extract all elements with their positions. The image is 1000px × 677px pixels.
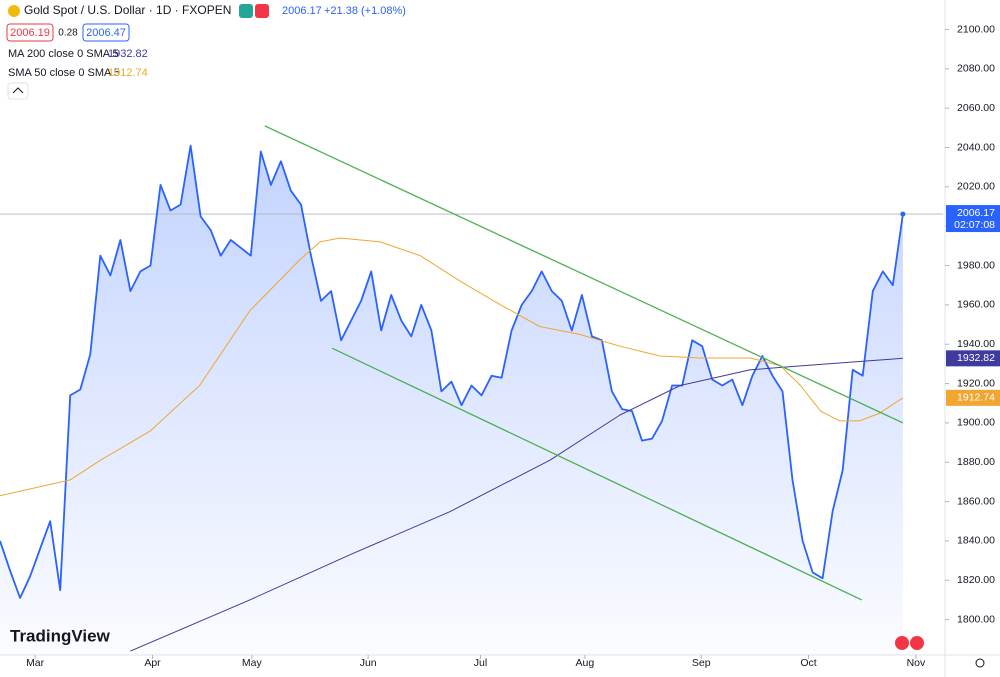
x-tick-label: May — [242, 657, 263, 669]
spread: 0.28 — [58, 28, 78, 39]
price-tag — [946, 205, 1000, 233]
last-price: 2006.17 — [282, 5, 322, 17]
symbol-icon — [8, 5, 20, 17]
y-tick-label: 1900.00 — [957, 417, 995, 429]
legend-entry: SMA 50 close 0 SMA 5 — [8, 67, 120, 79]
bid[interactable]: 2006.19 — [10, 27, 50, 39]
price-tag — [946, 389, 1000, 406]
legend-value: 1932.82 — [108, 48, 148, 60]
price-tag-label: 1912.74 — [957, 392, 995, 404]
price-tag-label: 1932.82 — [957, 352, 995, 364]
event-icon[interactable] — [895, 636, 909, 650]
series-line — [0, 237, 904, 497]
y-tick-label: 1960.00 — [957, 299, 995, 311]
y-tick-label: 1940.00 — [957, 338, 995, 350]
y-tick-label: 1840.00 — [957, 535, 995, 547]
y-tick-label: 1860.00 — [957, 495, 995, 507]
y-tick-label: 2080.00 — [957, 63, 995, 75]
y-tick-label: 1820.00 — [957, 574, 995, 586]
y-tick-label: 1880.00 — [957, 456, 995, 468]
status-icon — [239, 4, 253, 18]
ask[interactable]: 2006.47 — [86, 27, 126, 39]
x-tick-label: Mar — [26, 657, 45, 669]
y-tick-label: 2060.00 — [957, 102, 995, 114]
bid-box[interactable] — [6, 23, 54, 42]
y-tick-label: 1980.00 — [957, 259, 995, 271]
x-tick-label: Jul — [474, 657, 487, 669]
settings-icon[interactable] — [975, 658, 985, 668]
trend-line — [331, 347, 862, 601]
legend-entry: MA 200 close 0 SMA 5 — [8, 48, 119, 60]
event-icon[interactable] — [910, 636, 924, 650]
price-change: +21.38 (+1.08%) — [324, 5, 406, 17]
x-tick-label: Jun — [360, 657, 377, 669]
last-point — [900, 211, 906, 217]
y-tick-label: 2100.00 — [957, 23, 995, 35]
x-tick-label: Aug — [576, 657, 595, 669]
x-tick-label: Sep — [692, 657, 711, 669]
y-tick-label: 2040.00 — [957, 141, 995, 153]
countdown: 02:07:08 — [954, 219, 995, 231]
trend-line — [264, 125, 904, 424]
status-icon — [255, 4, 269, 18]
y-tick-label: 1800.00 — [957, 613, 995, 625]
y-tick-label: 1920.00 — [957, 377, 995, 389]
legend-value: 1912.74 — [108, 67, 148, 79]
area — [0, 145, 903, 655]
y-tick-label: 2020.00 — [957, 181, 995, 193]
collapse-icon[interactable] — [12, 87, 24, 94]
ask-box[interactable] — [82, 23, 130, 42]
x-tick-label: Oct — [800, 657, 816, 669]
series-line — [130, 357, 903, 652]
collapse-button[interactable] — [7, 82, 29, 100]
chart-title: Gold Spot / U.S. Dollar · 1D · FXOPEN — [24, 3, 231, 17]
logo: TradingView — [10, 626, 111, 645]
x-tick-label: Nov — [907, 657, 926, 669]
x-tick-label: Apr — [144, 657, 161, 669]
series-line — [0, 144, 904, 599]
price-tag-label: 2006.17 — [957, 207, 995, 219]
price-tag — [946, 350, 1000, 367]
